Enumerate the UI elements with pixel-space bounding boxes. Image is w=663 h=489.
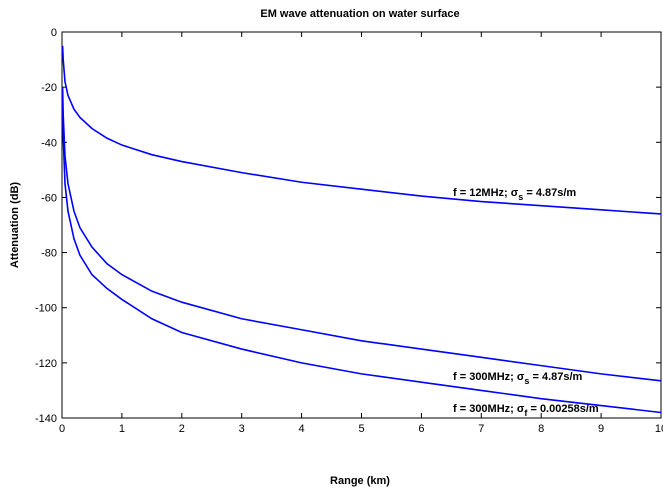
y-tick-label: -20 bbox=[41, 82, 57, 94]
x-tick-label: 5 bbox=[358, 423, 364, 435]
annotation: f = 300MHz; σf = 0.00258s/m bbox=[453, 403, 599, 418]
y-tick-label: -80 bbox=[41, 248, 57, 260]
line bbox=[61, 87, 662, 382]
y-axis-label: Attenuation (dB) bbox=[9, 182, 21, 268]
x-tick-label: 6 bbox=[418, 423, 424, 435]
x-tick-label: 0 bbox=[59, 423, 65, 435]
x-tick-label: 8 bbox=[538, 423, 544, 435]
y-tick-label: -120 bbox=[35, 358, 57, 370]
annotation: f = 300MHz; σs = 4.87s/m bbox=[453, 371, 583, 386]
x-tick-label: 9 bbox=[598, 423, 604, 435]
y-tick-label: -140 bbox=[35, 413, 57, 425]
x-tick-label: 3 bbox=[239, 423, 245, 435]
plot-area bbox=[61, 31, 662, 419]
y-tick-label: -100 bbox=[35, 303, 57, 315]
y-tick-label: 0 bbox=[51, 27, 57, 39]
x-tick-label: 2 bbox=[179, 423, 185, 435]
annotation: f = 12MHz; σs = 4.87s/m bbox=[453, 187, 576, 202]
y-tick-label: -40 bbox=[41, 137, 57, 149]
x-tick-label: 7 bbox=[478, 423, 484, 435]
x-axis-label: Range (km) bbox=[330, 475, 390, 487]
x-tick-label: 4 bbox=[299, 423, 305, 435]
chart-title: EM wave attenuation on water surface bbox=[260, 8, 459, 20]
x-tick-label: 1 bbox=[119, 423, 125, 435]
line bbox=[61, 45, 662, 215]
y-tick-label: -60 bbox=[41, 192, 57, 204]
x-tick-label: 10 bbox=[655, 423, 663, 435]
line bbox=[61, 100, 662, 414]
